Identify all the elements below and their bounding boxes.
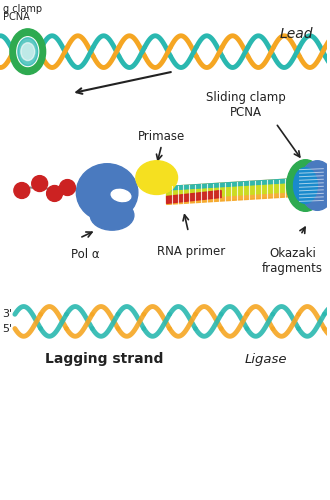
Ellipse shape bbox=[21, 42, 35, 60]
Circle shape bbox=[59, 180, 75, 196]
Text: Lagging strand: Lagging strand bbox=[45, 352, 163, 366]
Text: Ligase: Ligase bbox=[245, 352, 287, 366]
Polygon shape bbox=[167, 178, 296, 190]
Text: g clamp: g clamp bbox=[3, 4, 42, 14]
Ellipse shape bbox=[90, 200, 134, 230]
Ellipse shape bbox=[18, 38, 38, 66]
Ellipse shape bbox=[10, 29, 46, 74]
Text: 3': 3' bbox=[2, 310, 12, 320]
Ellipse shape bbox=[76, 164, 138, 221]
Circle shape bbox=[47, 186, 62, 202]
Ellipse shape bbox=[17, 37, 39, 66]
Polygon shape bbox=[167, 190, 221, 203]
Text: Primase: Primase bbox=[138, 130, 185, 143]
Ellipse shape bbox=[294, 168, 317, 203]
Text: Lead: Lead bbox=[280, 27, 313, 41]
Ellipse shape bbox=[136, 160, 178, 194]
Circle shape bbox=[32, 176, 48, 192]
Ellipse shape bbox=[287, 160, 324, 212]
Text: PCNA: PCNA bbox=[3, 12, 30, 22]
Text: Pol α: Pol α bbox=[71, 248, 100, 261]
Polygon shape bbox=[167, 178, 296, 204]
Ellipse shape bbox=[111, 190, 131, 202]
Ellipse shape bbox=[300, 160, 330, 210]
Text: Sliding clamp
PCNA: Sliding clamp PCNA bbox=[206, 91, 286, 119]
Circle shape bbox=[14, 182, 30, 198]
Polygon shape bbox=[167, 184, 296, 200]
Text: 5': 5' bbox=[2, 324, 12, 334]
Text: Okazaki
fragments: Okazaki fragments bbox=[262, 247, 323, 275]
Text: RNA primer: RNA primer bbox=[157, 245, 225, 258]
